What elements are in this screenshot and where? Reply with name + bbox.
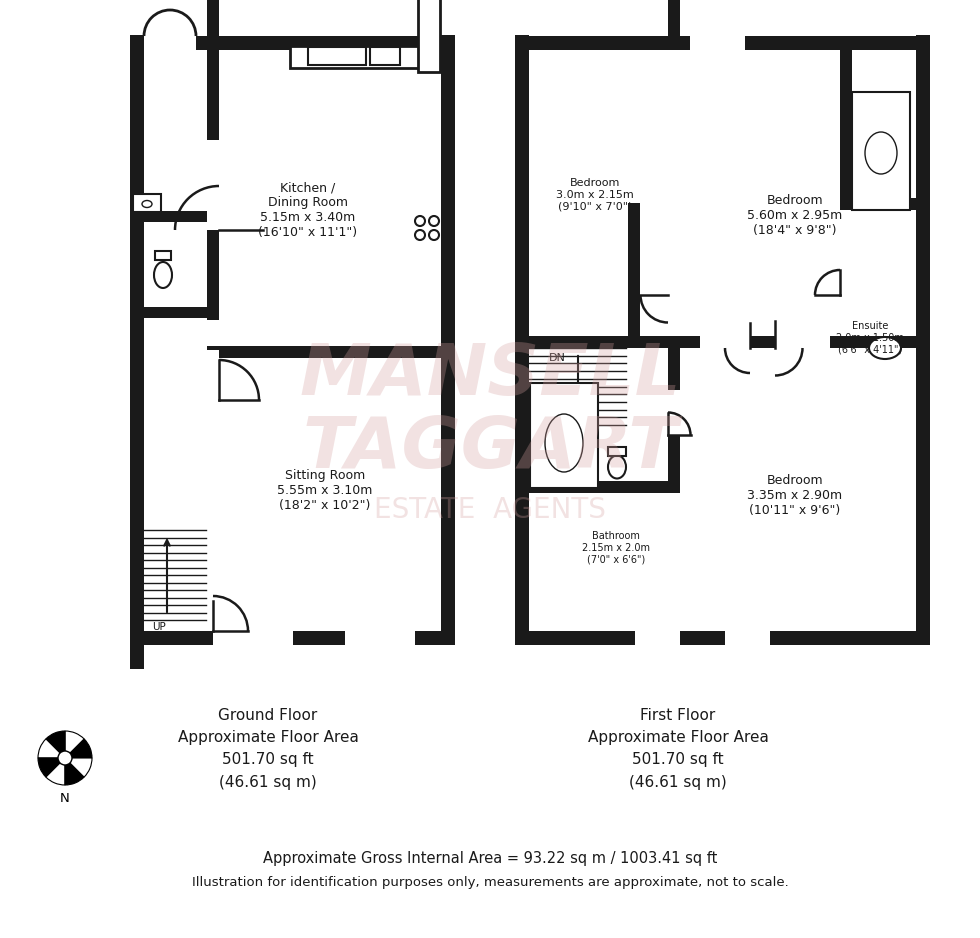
Bar bbox=[668, 348, 680, 493]
Text: Bedroom
3.0m x 2.15m
(9'10" x 7'0"): Bedroom 3.0m x 2.15m (9'10" x 7'0") bbox=[556, 178, 634, 212]
Bar bbox=[345, 631, 415, 645]
Text: UP: UP bbox=[152, 622, 166, 632]
Bar bbox=[130, 211, 208, 222]
Bar bbox=[635, 631, 680, 645]
Bar bbox=[840, 245, 852, 295]
Bar bbox=[207, 350, 219, 400]
Text: First Floor
Approximate Floor Area
501.70 sq ft
(46.61 sq m): First Floor Approximate Floor Area 501.7… bbox=[588, 708, 768, 790]
Text: Bedroom
3.35m x 2.90m
(10'11" x 9'6"): Bedroom 3.35m x 2.90m (10'11" x 9'6") bbox=[748, 474, 843, 517]
Bar bbox=[700, 336, 750, 348]
Text: TAGGART: TAGGART bbox=[302, 414, 678, 482]
Bar bbox=[130, 629, 144, 669]
Bar bbox=[370, 47, 400, 65]
Text: MANSELL: MANSELL bbox=[299, 340, 681, 410]
Bar bbox=[207, 346, 455, 358]
Wedge shape bbox=[38, 758, 65, 777]
Text: Kitchen /
Dining Room
5.15m x 3.40m
(16'10" x 11'1"): Kitchen / Dining Room 5.15m x 3.40m (16'… bbox=[259, 181, 358, 239]
Bar bbox=[144, 36, 196, 50]
Circle shape bbox=[415, 216, 425, 226]
Bar bbox=[916, 35, 930, 645]
Bar bbox=[290, 46, 430, 68]
Text: Bathroom
2.15m x 2.0m
(7'0" x 6'6"): Bathroom 2.15m x 2.0m (7'0" x 6'6") bbox=[582, 532, 650, 565]
Bar bbox=[515, 35, 529, 645]
Bar bbox=[515, 631, 930, 645]
Text: Ensuite
2.0m x 1.50m
(6'6" x 4'11"): Ensuite 2.0m x 1.50m (6'6" x 4'11") bbox=[836, 322, 904, 355]
Bar bbox=[130, 35, 455, 645]
Wedge shape bbox=[65, 739, 92, 758]
Bar bbox=[207, 0, 219, 50]
Bar bbox=[628, 203, 640, 348]
Bar bbox=[608, 447, 626, 456]
Wedge shape bbox=[46, 731, 65, 758]
Bar bbox=[668, 0, 680, 50]
Text: Sitting Room
5.55m x 3.10m
(18'2" x 10'2"): Sitting Room 5.55m x 3.10m (18'2" x 10'2… bbox=[277, 468, 372, 511]
Text: ESTATE  AGENTS: ESTATE AGENTS bbox=[374, 496, 606, 524]
Ellipse shape bbox=[154, 262, 172, 288]
Bar bbox=[130, 307, 208, 318]
Wedge shape bbox=[46, 758, 65, 785]
Text: Ground Floor
Approximate Floor Area
501.70 sq ft
(46.61 sq m): Ground Floor Approximate Floor Area 501.… bbox=[177, 708, 359, 790]
Bar bbox=[775, 336, 830, 348]
Circle shape bbox=[429, 230, 439, 240]
Bar bbox=[213, 631, 293, 645]
Bar bbox=[530, 383, 598, 488]
Bar bbox=[515, 481, 680, 493]
Bar bbox=[725, 631, 770, 645]
Text: Illustration for identification purposes only, measurements are approximate, not: Illustration for identification purposes… bbox=[192, 875, 788, 888]
Text: Bedroom
5.60m x 2.95m
(18'4" x 9'8"): Bedroom 5.60m x 2.95m (18'4" x 9'8") bbox=[748, 193, 843, 236]
Circle shape bbox=[429, 216, 439, 226]
Bar bbox=[308, 47, 366, 65]
Ellipse shape bbox=[869, 337, 901, 359]
Bar bbox=[690, 36, 745, 50]
Circle shape bbox=[415, 230, 425, 240]
Bar bbox=[840, 198, 930, 210]
Bar bbox=[840, 50, 852, 210]
Bar bbox=[130, 631, 455, 645]
Bar bbox=[515, 36, 930, 50]
Bar bbox=[130, 35, 144, 645]
Ellipse shape bbox=[608, 456, 626, 478]
Wedge shape bbox=[65, 731, 84, 758]
Bar bbox=[207, 0, 219, 320]
Ellipse shape bbox=[545, 414, 583, 472]
Ellipse shape bbox=[142, 201, 152, 207]
Text: Approximate Gross Internal Area = 93.22 sq m / 1003.41 sq ft: Approximate Gross Internal Area = 93.22 … bbox=[263, 851, 717, 866]
Text: N: N bbox=[60, 792, 70, 805]
Bar bbox=[852, 92, 910, 210]
Bar bbox=[441, 35, 455, 645]
Bar bbox=[418, 0, 440, 72]
Text: DN: DN bbox=[549, 353, 565, 363]
Bar bbox=[207, 140, 219, 230]
Wedge shape bbox=[65, 758, 84, 785]
Bar bbox=[515, 336, 916, 348]
Bar bbox=[155, 251, 171, 260]
Bar bbox=[133, 194, 161, 212]
Wedge shape bbox=[65, 758, 92, 777]
Bar bbox=[668, 390, 680, 435]
Wedge shape bbox=[38, 739, 65, 758]
Ellipse shape bbox=[865, 132, 897, 174]
Bar bbox=[515, 35, 930, 645]
Bar bbox=[130, 36, 455, 50]
Circle shape bbox=[58, 751, 72, 765]
Bar bbox=[668, 240, 680, 295]
